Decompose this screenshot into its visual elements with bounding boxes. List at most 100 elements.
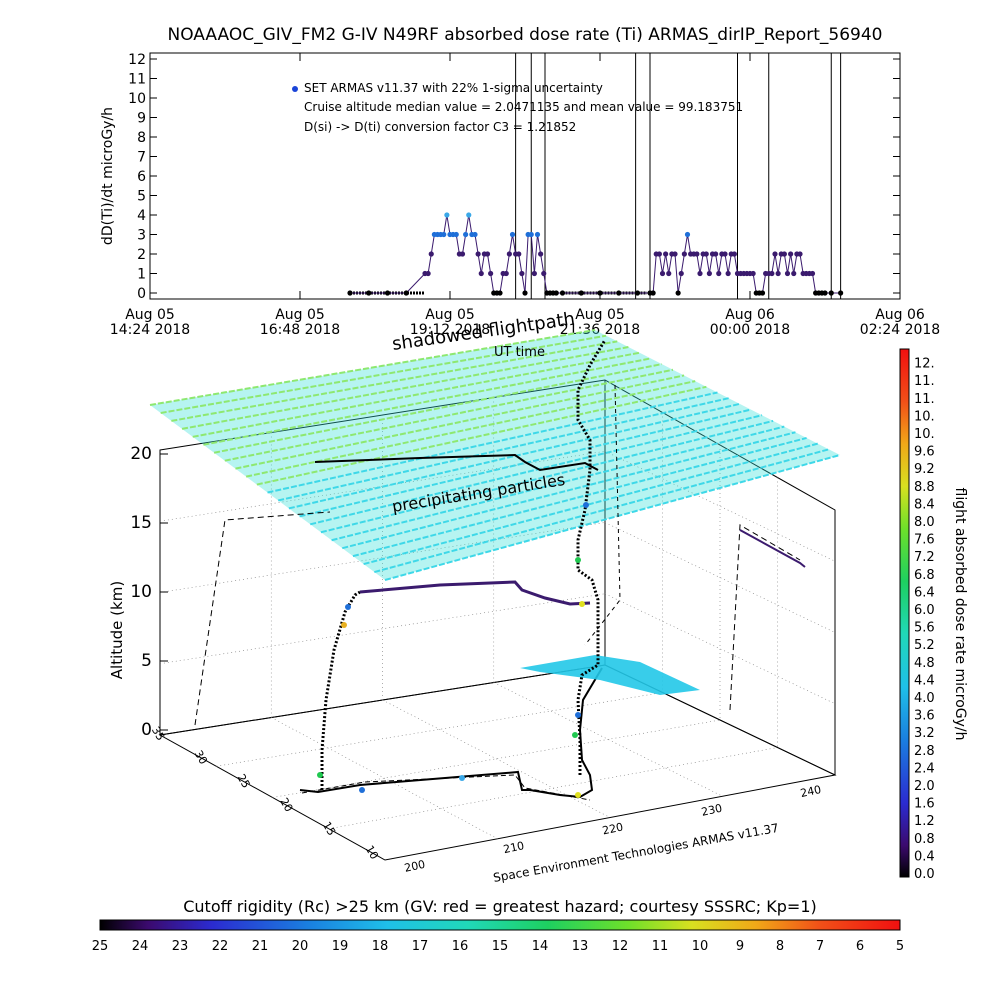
series-line bbox=[783, 253, 788, 274]
y-tick-label: 7 bbox=[137, 150, 146, 166]
z-tick-label: 15 bbox=[130, 513, 152, 533]
sheet-line bbox=[203, 357, 651, 446]
3d-floor bbox=[158, 664, 837, 861]
footer-credit: Space Environment Technologies ARMAS v11… bbox=[492, 821, 780, 885]
series-line bbox=[462, 234, 467, 255]
data-point bbox=[722, 251, 728, 257]
data-point bbox=[634, 290, 641, 296]
data-point bbox=[672, 251, 678, 257]
series-line bbox=[790, 253, 795, 274]
z-axis-ticks: 0 5 10 15 20 bbox=[130, 444, 168, 740]
y-tick-label: 9 bbox=[137, 111, 146, 127]
grid-line bbox=[493, 682, 723, 797]
right-colorbar-tick-label: 0.4 bbox=[914, 849, 935, 864]
chart-title: NOAAAOC_GIV_FM2 G-IV N49RF absorbed dose… bbox=[168, 25, 883, 45]
sheet-line bbox=[235, 374, 685, 470]
data-point bbox=[759, 290, 766, 296]
bottom-colorbar-tick-label: 6 bbox=[856, 939, 864, 954]
bottom-colorbar-tick-label: 20 bbox=[292, 939, 309, 954]
lon-tick-label: 220 bbox=[601, 820, 624, 837]
data-point bbox=[488, 270, 494, 277]
right-colorbar-tick-label: 11. bbox=[914, 392, 935, 407]
y-tick-label: 1 bbox=[137, 267, 146, 283]
right-colorbar-tick-label: 6.8 bbox=[914, 568, 935, 583]
series-line bbox=[405, 273, 426, 294]
data-point bbox=[538, 251, 544, 257]
grid-line bbox=[604, 593, 836, 705]
right-colorbar-tick-label: 5.6 bbox=[914, 621, 935, 636]
series-line bbox=[677, 273, 682, 294]
bottom-colorbar-tick-label: 10 bbox=[692, 939, 709, 954]
data-point bbox=[822, 290, 828, 296]
data-point bbox=[503, 270, 509, 277]
grid-line bbox=[328, 747, 778, 830]
sheet-line bbox=[288, 402, 740, 510]
data-point bbox=[475, 251, 481, 257]
right-colorbar-tick-label: 4.4 bbox=[914, 673, 935, 688]
wall-projection-right bbox=[729, 524, 801, 711]
data-point bbox=[697, 270, 703, 277]
right-colorbar-tick-label: 0.8 bbox=[914, 832, 935, 847]
right-colorbar-tick-label: 11. bbox=[914, 374, 935, 389]
path-highlight-5 bbox=[583, 502, 589, 508]
series-line bbox=[696, 253, 701, 274]
right-colorbar-tick-label: 6.0 bbox=[914, 603, 935, 618]
z-tick-label: 10 bbox=[130, 582, 152, 602]
series-line bbox=[540, 253, 545, 274]
sheet-line bbox=[213, 363, 663, 454]
series-line bbox=[543, 273, 548, 294]
data-point bbox=[784, 270, 791, 277]
data-point bbox=[694, 251, 700, 257]
right-colorbar-tick-label: 7.2 bbox=[914, 550, 935, 565]
data-point bbox=[459, 251, 466, 257]
data-point bbox=[797, 251, 803, 257]
data-point bbox=[478, 270, 484, 277]
flight-path-shadow-upper bbox=[314, 453, 599, 472]
right-colorbar-tick-label: 2.4 bbox=[914, 761, 935, 776]
grid-line bbox=[382, 699, 611, 818]
path-highlight-2 bbox=[345, 604, 351, 610]
bottom-colorbar-tick-label: 25 bbox=[92, 939, 109, 954]
sheet-line bbox=[374, 448, 830, 574]
data-point bbox=[772, 251, 778, 257]
series-line bbox=[474, 234, 479, 255]
bottom-colorbar-tick-label: 23 bbox=[172, 939, 189, 954]
floor-rigidity-patch bbox=[520, 655, 700, 695]
bottom-colorbar-tick-label: 17 bbox=[412, 939, 429, 954]
flight-path-tower bbox=[576, 339, 607, 775]
y-tick-label: 3 bbox=[137, 228, 146, 244]
bottom-colorbar-tick-label: 13 bbox=[572, 939, 589, 954]
z-tick-label: 0 bbox=[141, 720, 152, 740]
sheet-line bbox=[224, 368, 674, 462]
y-tick-label: 6 bbox=[137, 169, 146, 185]
data-point bbox=[484, 251, 491, 257]
data-point bbox=[534, 231, 541, 238]
series-line bbox=[533, 234, 538, 274]
right-colorbar-tick-label: 0.0 bbox=[914, 867, 935, 882]
legend-line-2: Cruise altitude median value = 2.0471135… bbox=[304, 100, 743, 114]
sheet-line bbox=[299, 408, 752, 518]
top-vertical-lines bbox=[515, 53, 842, 299]
lon-tick-label: 240 bbox=[799, 783, 822, 800]
path-highlight-6 bbox=[572, 732, 578, 738]
series-line bbox=[443, 214, 448, 235]
bottom-colorbar-tick-label: 14 bbox=[532, 939, 549, 954]
sheet-line bbox=[363, 442, 818, 566]
data-point bbox=[597, 290, 603, 296]
series-line bbox=[499, 273, 504, 294]
data-point bbox=[725, 270, 731, 277]
data-point bbox=[403, 290, 409, 296]
series-line bbox=[777, 253, 782, 274]
particles-sheet-lines bbox=[149, 329, 841, 581]
series-line bbox=[430, 234, 435, 255]
bottom-colorbar-tick-label: 5 bbox=[896, 939, 904, 954]
data-point bbox=[684, 231, 691, 238]
right-colorbar-tick-label: 4.0 bbox=[914, 691, 935, 706]
right-colorbar-tick-label: 3.2 bbox=[914, 726, 935, 741]
lat-tick-label: 25 bbox=[234, 772, 252, 791]
series-line bbox=[668, 253, 673, 274]
data-point bbox=[659, 270, 666, 277]
z-tick-label: 20 bbox=[130, 444, 152, 464]
bottom-colorbar-tick-label: 21 bbox=[252, 939, 269, 954]
series-line bbox=[727, 253, 732, 274]
